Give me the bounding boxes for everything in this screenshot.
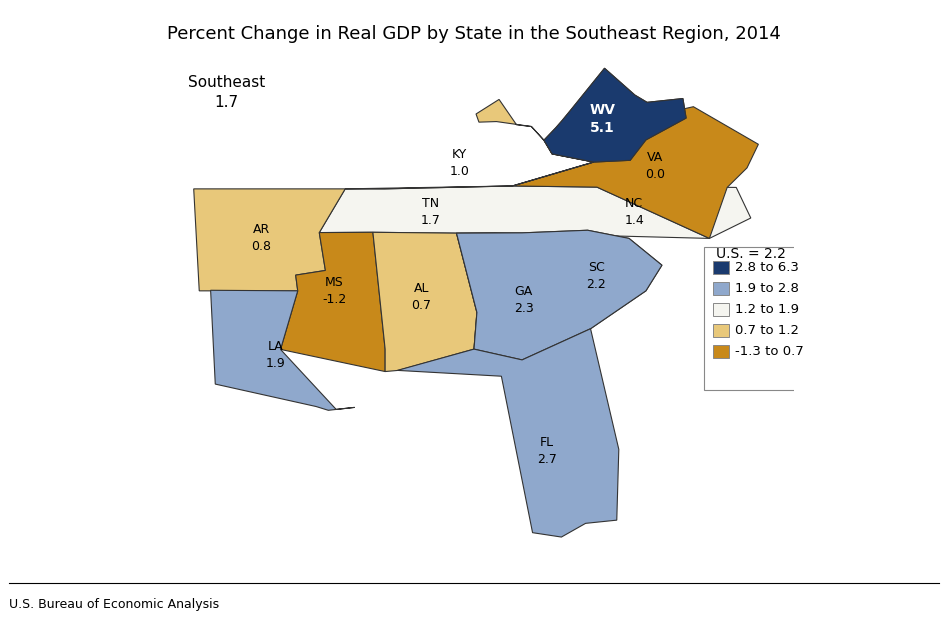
- Text: SC
2.2: SC 2.2: [587, 261, 607, 291]
- Text: NC
1.4: NC 1.4: [625, 197, 644, 227]
- FancyBboxPatch shape: [713, 345, 729, 358]
- Text: VA
0.0: VA 0.0: [645, 151, 665, 181]
- Text: 1.2 to 1.9: 1.2 to 1.9: [735, 303, 799, 316]
- Text: LA
1.9: LA 1.9: [266, 340, 285, 370]
- Text: KY
1.0: KY 1.0: [449, 147, 469, 178]
- Polygon shape: [281, 232, 385, 371]
- FancyBboxPatch shape: [713, 282, 729, 295]
- Text: AR
0.8: AR 0.8: [251, 223, 271, 254]
- Polygon shape: [373, 232, 477, 371]
- Polygon shape: [397, 329, 619, 537]
- Text: -1.3 to 0.7: -1.3 to 0.7: [735, 345, 804, 358]
- Text: FL
2.7: FL 2.7: [537, 436, 556, 466]
- FancyBboxPatch shape: [704, 247, 827, 390]
- Text: Percent Change in Real GDP by State in the Southeast Region, 2014: Percent Change in Real GDP by State in t…: [167, 25, 781, 43]
- Text: AL
0.7: AL 0.7: [411, 282, 431, 312]
- Text: 1.9 to 2.8: 1.9 to 2.8: [735, 282, 798, 295]
- Text: U.S. Bureau of Economic Analysis: U.S. Bureau of Economic Analysis: [9, 598, 220, 611]
- Text: GA
2.3: GA 2.3: [514, 284, 534, 315]
- Polygon shape: [210, 290, 355, 410]
- FancyBboxPatch shape: [713, 324, 729, 337]
- Text: MS
-1.2: MS -1.2: [322, 276, 346, 306]
- Polygon shape: [319, 186, 709, 238]
- Polygon shape: [345, 99, 593, 189]
- Text: 0.7 to 1.2: 0.7 to 1.2: [735, 324, 799, 337]
- Text: 2.8 to 6.3: 2.8 to 6.3: [735, 261, 798, 274]
- FancyBboxPatch shape: [713, 261, 729, 274]
- Polygon shape: [513, 68, 758, 238]
- Text: TN
1.7: TN 1.7: [420, 197, 440, 227]
- Polygon shape: [544, 68, 686, 162]
- Text: U.S. = 2.2: U.S. = 2.2: [716, 247, 786, 262]
- Polygon shape: [495, 186, 751, 238]
- FancyBboxPatch shape: [713, 303, 729, 316]
- Text: WV
5.1: WV 5.1: [590, 103, 615, 135]
- Polygon shape: [457, 230, 662, 360]
- Text: Southeast
1.7: Southeast 1.7: [188, 75, 265, 110]
- Polygon shape: [457, 230, 662, 360]
- Polygon shape: [193, 189, 345, 291]
